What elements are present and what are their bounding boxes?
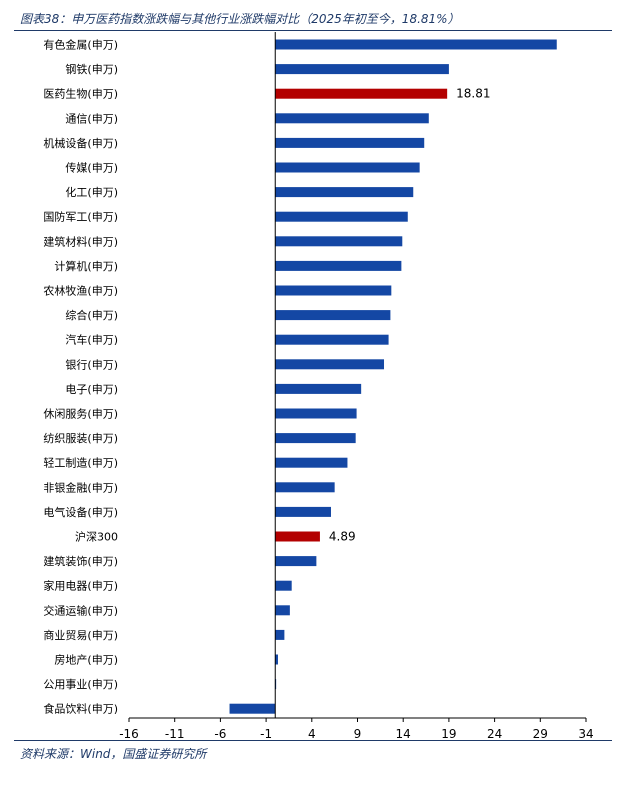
x-tick-label: 24 [487, 727, 502, 741]
x-tick-label: 19 [441, 727, 456, 741]
category-label: 电气设备(申万) [43, 505, 118, 519]
category-label: 钢铁(申万) [65, 63, 118, 76]
x-tick-label: -6 [214, 727, 226, 741]
bar [275, 482, 335, 493]
bar [275, 236, 403, 247]
title-bar: 图表38：申万医药指数涨跌幅与其他行业涨跌幅对比（2025年初至今，18.81%… [14, 8, 612, 31]
bar [275, 310, 391, 321]
x-tick-label: 4 [308, 727, 316, 741]
bar [275, 433, 356, 444]
category-label: 公用事业(申万) [43, 678, 118, 691]
category-label: 计算机(申万) [54, 259, 118, 273]
category-label: 休闲服务(申万) [43, 407, 118, 421]
bar [275, 334, 389, 345]
x-tick-label: 34 [578, 727, 593, 741]
source-note: 资料来源：Wind，国盛证券研究所 [20, 747, 207, 761]
x-tick-label: 29 [533, 727, 548, 741]
bar [275, 88, 448, 99]
category-label: 纺织服装(申万) [43, 431, 118, 445]
category-label: 通信(申万) [65, 112, 118, 125]
category-label: 化工(申万) [65, 185, 118, 199]
category-label: 机械设备(申万) [43, 136, 118, 150]
category-label: 非银金融(申万) [43, 480, 118, 494]
bar [275, 162, 420, 173]
category-label: 有色金属(申万) [43, 38, 118, 52]
bar [275, 137, 425, 148]
bar [275, 580, 292, 591]
bar [275, 408, 357, 419]
bar [275, 359, 385, 370]
bar [229, 703, 276, 714]
category-label: 传媒(申万) [65, 162, 118, 175]
bar [275, 457, 348, 468]
bar [275, 556, 317, 567]
bar [275, 654, 278, 665]
category-label: 电子(申万) [65, 383, 118, 396]
category-label: 商业贸易(申万) [43, 628, 118, 642]
category-label: 房地产(申万) [54, 653, 118, 667]
x-tick-label: -16 [119, 727, 139, 741]
category-label: 建筑材料(申万) [43, 234, 118, 248]
x-tick-label: 14 [396, 727, 411, 741]
category-label: 综合(申万) [65, 308, 118, 322]
bar [275, 39, 557, 50]
bar [275, 260, 402, 271]
source-divider [14, 740, 612, 741]
bar [275, 531, 320, 542]
data-label: 18.81 [456, 87, 490, 101]
data-label: 4.89 [329, 530, 356, 544]
x-tick-label: -11 [165, 727, 185, 741]
bar [275, 605, 290, 616]
category-label: 食品饮料(申万) [43, 702, 118, 716]
category-label: 银行(申万) [65, 357, 118, 371]
bar [275, 64, 449, 75]
bar [275, 211, 408, 222]
x-tick-label: -1 [260, 727, 272, 741]
bar [275, 383, 362, 394]
bar [275, 187, 414, 198]
category-label: 建筑装饰(申万) [43, 554, 118, 568]
category-label: 轻工制造(申万) [43, 456, 118, 470]
bar [275, 113, 429, 124]
bar [275, 506, 331, 517]
category-label: 汽车(申万) [65, 333, 118, 347]
category-label: 国防军工(申万) [43, 210, 118, 224]
category-label: 沪深300 [75, 530, 118, 544]
category-label: 家用电器(申万) [43, 579, 118, 593]
bar [275, 285, 392, 296]
category-label: 医药生物(申万) [43, 87, 118, 101]
bar [275, 629, 285, 640]
chart-title: 图表38：申万医药指数涨跌幅与其他行业涨跌幅对比（2025年初至今，18.81%… [20, 12, 460, 26]
category-label: 农林牧渔(申万) [43, 284, 118, 298]
category-label: 交通运输(申万) [43, 603, 118, 617]
x-tick-label: 9 [354, 727, 362, 741]
